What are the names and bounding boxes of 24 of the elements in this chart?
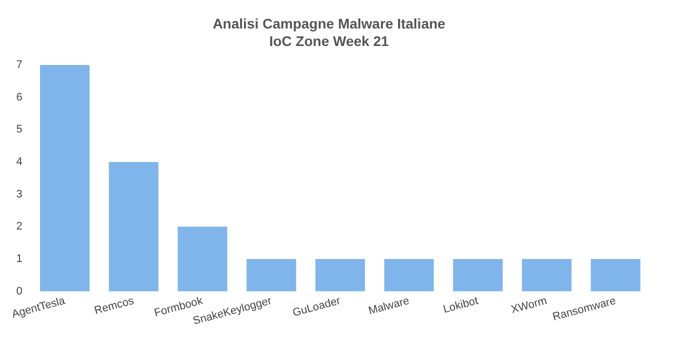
- x-tick-label: Remcos: [93, 294, 136, 317]
- chart-title: Analisi Campagne Malware Italiane: [212, 16, 446, 32]
- y-tick-label: 3: [16, 188, 22, 200]
- bar: [246, 259, 296, 292]
- y-tick-label: 1: [16, 253, 22, 266]
- y-tick-label: 7: [16, 59, 22, 72]
- x-tick-label: Malware: [367, 294, 411, 318]
- bar: [40, 65, 90, 292]
- bar: [384, 259, 434, 292]
- y-tick-label: 0: [16, 285, 22, 298]
- bar: [590, 259, 640, 292]
- bar: [453, 259, 503, 292]
- x-tick-label: GuLoader: [291, 294, 342, 320]
- chart-subtitle: IoC Zone Week 21: [269, 33, 389, 50]
- bar: [108, 162, 158, 292]
- bar: [315, 259, 365, 292]
- x-tick-label: XWorm: [510, 294, 548, 316]
- y-tick-label: 5: [16, 124, 22, 136]
- y-tick-label: 2: [16, 220, 22, 233]
- x-tick-label: Lokibot: [442, 294, 480, 316]
- bar: [178, 226, 228, 292]
- y-tick-label: 4: [16, 156, 22, 168]
- y-tick-label: 6: [16, 91, 22, 104]
- bar: [522, 259, 572, 292]
